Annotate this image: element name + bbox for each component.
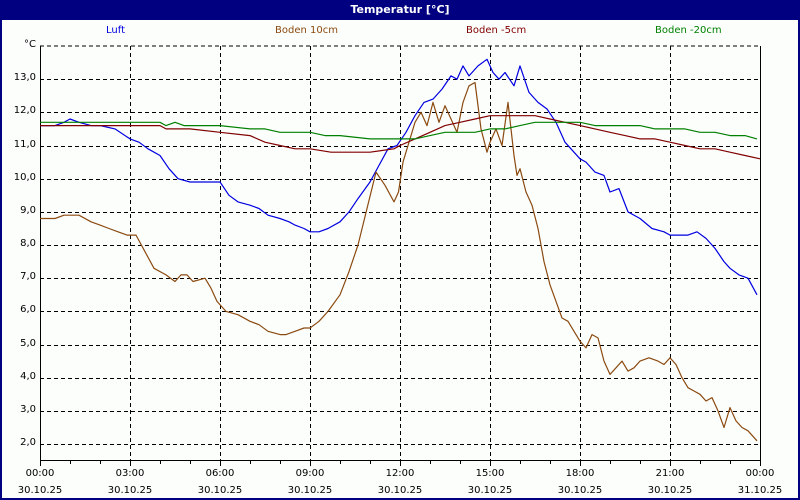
y-tick-label: 3,0 <box>20 404 36 415</box>
x-tick-label: 12:00 30.10.25 <box>377 468 423 496</box>
legend-boden-5cm: Boden -5cm <box>466 25 527 36</box>
x-tick-label: 21:00 30.10.25 <box>647 468 693 496</box>
series-line-boden-10cm <box>40 81 758 442</box>
y-tick-label: 12,0 <box>13 105 36 116</box>
y-tick-label: 5,0 <box>20 338 36 349</box>
y-tick-label: 7,0 <box>20 271 36 282</box>
legend-luft: Luft <box>106 25 125 36</box>
x-tick-label: 06:00 30.10.25 <box>197 468 243 496</box>
series-line-boden-5cm <box>40 115 761 160</box>
y-tick-label: 6,0 <box>20 304 36 315</box>
chart-title: Temperatur [°C] <box>350 3 450 16</box>
y-tick-label: 10,0 <box>13 172 36 183</box>
y-axis-unit: °C <box>24 39 36 50</box>
y-tick-label: 9,0 <box>20 205 36 216</box>
x-tick-label: 03:00 30.10.25 <box>107 468 153 496</box>
x-tick-label: 00:00 31.10.25 <box>737 468 783 496</box>
series-line-boden-20cm <box>40 121 758 140</box>
y-tick-label: 4,0 <box>20 371 36 382</box>
legend-boden-10cm: Boden 10cm <box>275 25 338 36</box>
legend-boden-20cm: Boden -20cm <box>655 25 722 36</box>
x-tick-label: 09:00 30.10.25 <box>287 468 333 496</box>
x-tick-label: 00:00 30.10.25 <box>17 468 63 496</box>
x-tick-label: 15:00 30.10.25 <box>467 468 513 496</box>
series-line-luft <box>40 58 758 296</box>
y-tick-label: 11,0 <box>13 139 36 150</box>
y-tick-label: 13,0 <box>13 72 36 83</box>
y-tick-label: 8,0 <box>20 238 36 249</box>
y-tick-label: 2,0 <box>20 437 36 448</box>
x-tick-label: 18:00 30.10.25 <box>557 468 603 496</box>
